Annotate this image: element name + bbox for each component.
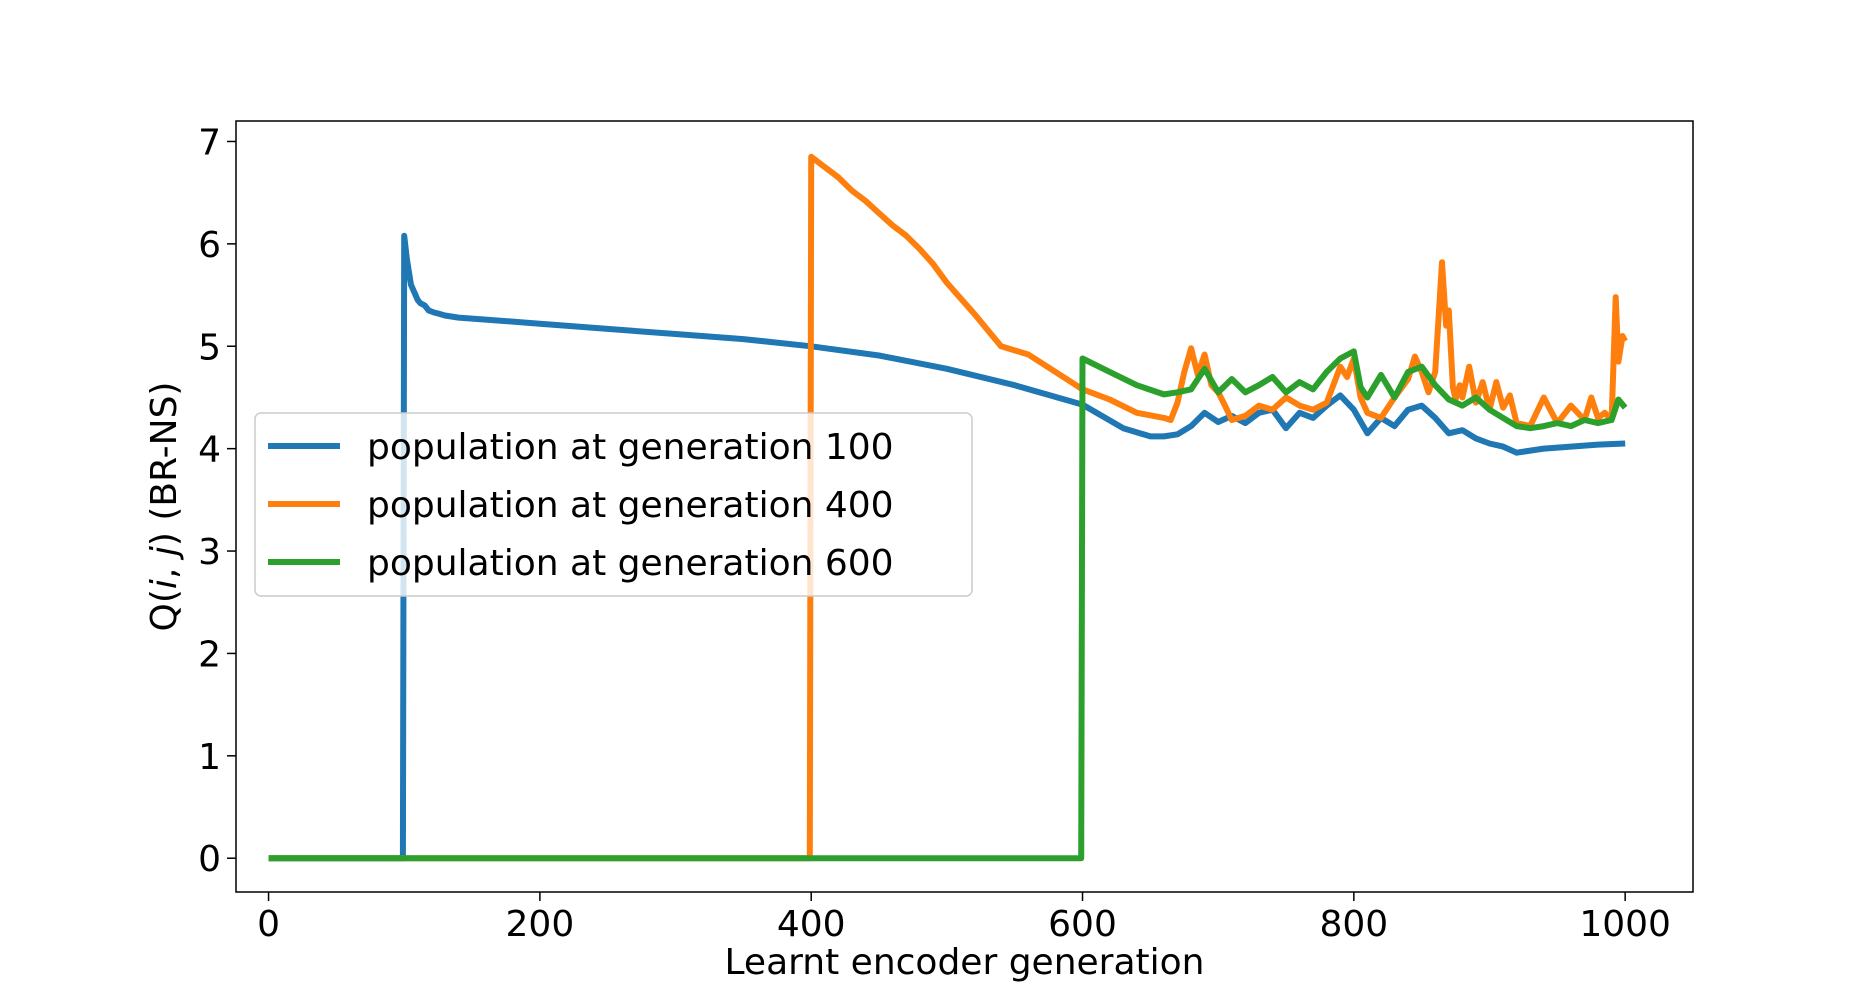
plot-frame [235,120,1694,893]
legend-box [254,412,973,597]
legend-label-3: population at generation 600 [367,543,894,584]
x-tick-label: 0 [257,904,280,945]
legend-label-1: population at generation 100 [367,427,894,468]
legend: population at generation 100 population a… [254,412,973,597]
y-tick-label: 0 [198,839,221,880]
y-tick-label: 3 [198,532,221,573]
y-tick-label: 2 [198,634,221,675]
y-axis-ticks: 0 1 2 3 4 5 6 7 [198,122,236,880]
y-axis-label-part: ) (BR-NS) [144,382,185,547]
y-tick-label: 5 [198,327,221,368]
series-line-1 [268,232,1626,862]
x-tick-label: 800 [1319,904,1388,945]
x-axis-label: Learnt encoder generation [725,942,1205,983]
legend-items: population at generation 100 population a… [268,427,894,584]
y-tick-label: 4 [198,430,221,471]
y-axis-label-part: Q( [144,589,185,631]
y-tick-label: 7 [198,122,221,163]
y-axis-label-part: , [144,556,185,579]
x-tick-label: 600 [1048,904,1117,945]
y-tick-label: 6 [198,225,221,266]
y-axis-label-var-i: i [144,579,185,589]
series-layer [268,153,1628,862]
x-tick-label: 1000 [1579,904,1671,945]
legend-label-2: population at generation 400 [367,485,894,526]
series-line-3 [268,348,1628,862]
y-axis-label: Q(i, j) (BR-NS) [144,382,185,632]
x-tick-label: 400 [777,904,846,945]
x-tick-label: 200 [506,904,575,945]
y-tick-label: 1 [198,737,221,778]
x-axis-ticks: 0 200 400 600 800 1000 [257,892,1671,945]
